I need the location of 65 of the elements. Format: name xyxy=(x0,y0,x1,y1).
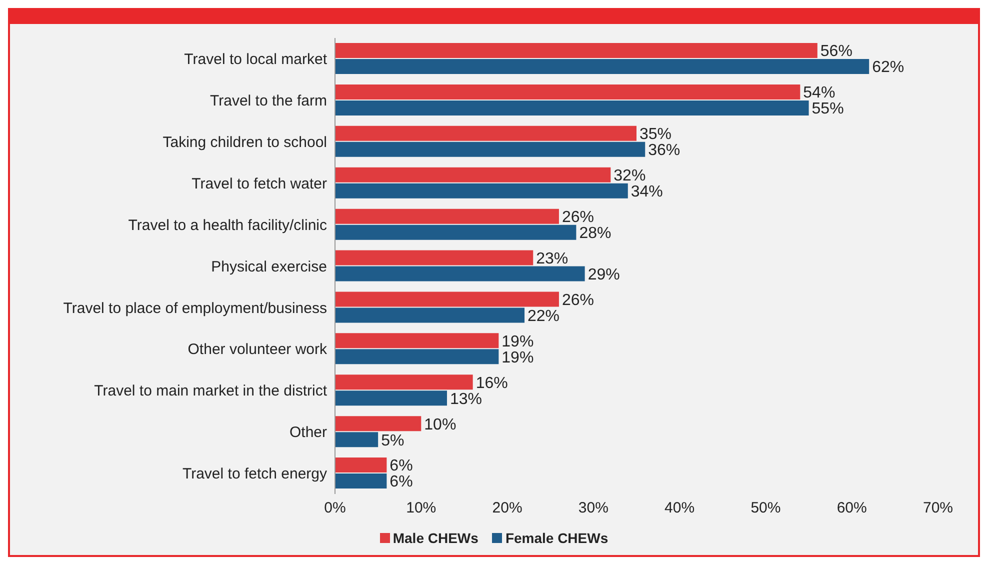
y-tick-label: Taking children to school xyxy=(162,134,327,151)
x-tick-label: 20% xyxy=(492,500,522,517)
y-tick-label: Travel to a health facility/clinic xyxy=(128,216,328,234)
x-tick-label: 60% xyxy=(836,500,867,517)
bar xyxy=(335,474,387,489)
data-label: 36% xyxy=(648,142,680,160)
y-tick-label: Travel to place of employment/business xyxy=(63,300,327,317)
bar xyxy=(335,458,387,473)
x-tick-label: 50% xyxy=(750,500,781,517)
data-label: 6% xyxy=(390,458,413,475)
bar xyxy=(335,167,611,182)
bar xyxy=(335,59,870,74)
y-tick-label: Travel to local market xyxy=(184,51,328,68)
x-tick-label: 30% xyxy=(578,500,608,517)
bar xyxy=(335,43,818,58)
bar xyxy=(335,224,576,240)
bar xyxy=(335,84,800,100)
data-label: 19% xyxy=(502,349,534,366)
bar xyxy=(335,390,447,406)
data-label: 13% xyxy=(450,390,482,408)
bar xyxy=(335,142,646,157)
bar xyxy=(335,126,636,141)
bar xyxy=(335,349,499,364)
y-tick-label: Travel to the farm xyxy=(210,92,327,110)
data-label: 23% xyxy=(536,250,568,268)
y-tick-label: Other volunteer work xyxy=(188,341,328,358)
data-label: 35% xyxy=(640,126,672,144)
x-tick-label: 40% xyxy=(664,500,695,517)
bar xyxy=(335,183,628,198)
data-label: 34% xyxy=(630,184,663,201)
bar xyxy=(335,432,378,448)
data-label: 56% xyxy=(820,43,852,60)
data-label: 62% xyxy=(872,59,904,76)
bar xyxy=(335,308,525,323)
data-label: 22% xyxy=(528,308,560,325)
bar xyxy=(335,374,473,390)
y-tick-label: Travel to main market in the district xyxy=(94,382,328,400)
data-label: 26% xyxy=(562,292,594,309)
y-tick-label: Travel to fetch water xyxy=(192,175,327,192)
legend-label: Female CHEWs xyxy=(504,530,608,546)
x-tick-label: 10% xyxy=(406,500,436,517)
x-tick-label: 0% xyxy=(324,500,346,517)
data-label: 10% xyxy=(424,416,456,434)
data-label: 16% xyxy=(476,374,508,392)
data-label: 55% xyxy=(812,100,844,118)
bar xyxy=(335,292,559,307)
data-label: 29% xyxy=(588,266,620,284)
x-tick-label: 70% xyxy=(922,500,954,517)
y-tick-label: Other xyxy=(289,424,328,442)
bar xyxy=(335,208,559,224)
data-label: 32% xyxy=(614,168,646,185)
bar xyxy=(335,416,422,432)
data-label: 26% xyxy=(562,209,594,226)
bar xyxy=(335,266,585,282)
bar xyxy=(335,100,809,116)
legend-label: Male CHEWs xyxy=(392,530,478,546)
y-tick-label: Travel to fetch energy xyxy=(182,466,328,483)
data-label: 54% xyxy=(803,84,836,102)
data-label: 5% xyxy=(381,432,404,450)
bar xyxy=(335,333,499,348)
bar xyxy=(335,250,534,266)
data-label: 6% xyxy=(390,474,413,491)
data-label: 28% xyxy=(579,225,612,242)
y-tick-label: Physical exercise xyxy=(211,258,327,276)
data-label: 19% xyxy=(502,333,534,350)
